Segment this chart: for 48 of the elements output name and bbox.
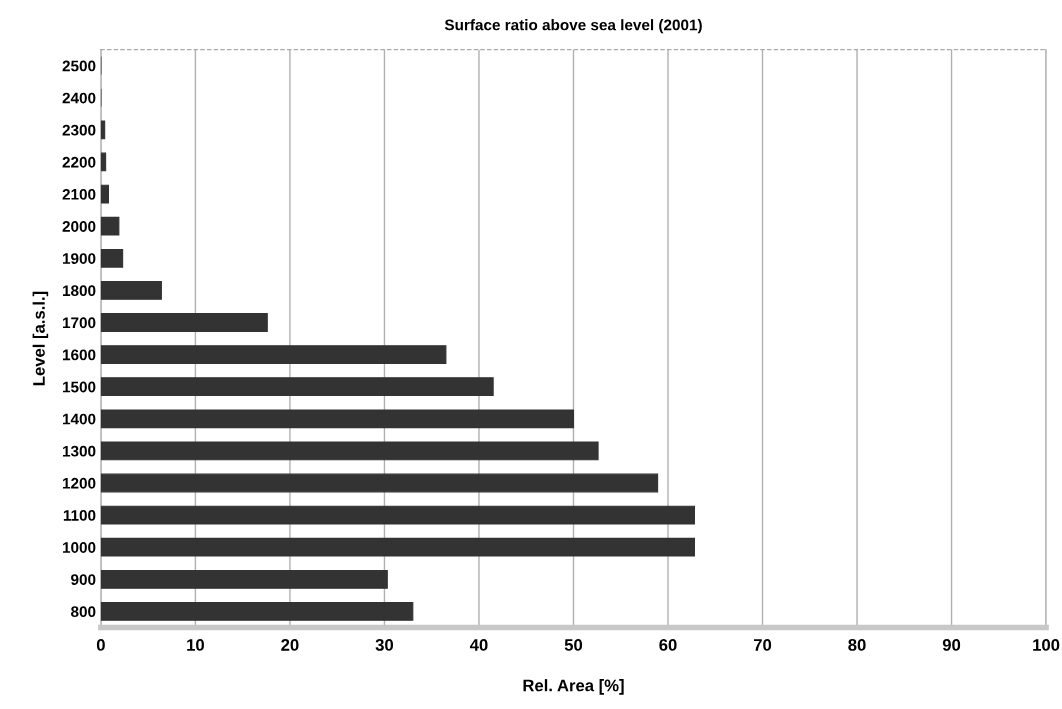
bar (100, 441, 599, 461)
y-tick-label: 900 (71, 574, 96, 585)
y-tick-label: 1600 (63, 349, 96, 361)
x-tick-label: 10 (187, 639, 204, 651)
bar (100, 248, 124, 268)
y-tick-label: 2100 (62, 188, 96, 200)
y-tick-label: 2200 (62, 156, 96, 168)
x-tick-label: 90 (942, 639, 961, 651)
bar (100, 152, 107, 172)
y-tick-label: 1000 (63, 542, 96, 553)
bar (100, 377, 494, 397)
bar (100, 537, 696, 557)
x-tick-label: 40 (469, 639, 488, 651)
bar (100, 120, 106, 140)
y-tick-label: 1900 (63, 253, 96, 264)
x-tick-label: 100 (1033, 639, 1060, 651)
chart-title: Surface ratio above sea level (2001) (444, 19, 702, 34)
bar (100, 184, 110, 204)
y-tick-label: 2300 (62, 124, 96, 136)
y-tick-label: 1800 (63, 285, 96, 297)
x-tick-label: 60 (659, 639, 677, 651)
y-tick-label: 2500 (62, 60, 96, 72)
x-tick-label: 20 (281, 639, 299, 651)
bar (100, 216, 120, 236)
y-tick-label: 1700 (63, 317, 96, 329)
x-tick-label: 30 (375, 639, 394, 651)
bar (100, 409, 575, 429)
x-tick-label: 0 (96, 639, 105, 651)
y-tick-label: 2400 (62, 92, 96, 104)
y-axis-title: Level [a.s.l.] (32, 291, 49, 386)
bar (100, 345, 447, 364)
y-tick-label: 1500 (63, 381, 96, 393)
x-tick-label: 50 (564, 639, 583, 651)
y-tick-label: 2000 (62, 221, 96, 232)
y-tick-label: 1400 (63, 413, 96, 425)
y-tick-label: 800 (71, 606, 96, 618)
bar (100, 569, 388, 589)
x-tick-label: 70 (753, 639, 772, 651)
y-tick-label: 1200 (63, 477, 96, 489)
bar (100, 602, 414, 621)
x-axis-title: Rel. Area [%] (523, 679, 624, 695)
y-tick-label: 1100 (63, 509, 96, 521)
bar (100, 473, 659, 493)
bar (100, 281, 162, 300)
bar (100, 505, 696, 525)
y-tick-label: 1300 (63, 445, 96, 457)
bar (100, 313, 268, 332)
x-tick-label: 80 (848, 639, 866, 651)
